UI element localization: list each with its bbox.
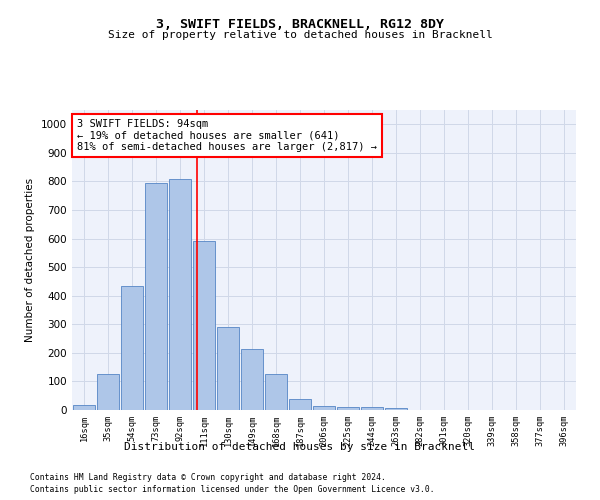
Bar	[313, 406, 335, 410]
Bar	[385, 408, 407, 410]
Text: 3, SWIFT FIELDS, BRACKNELL, RG12 8DY: 3, SWIFT FIELDS, BRACKNELL, RG12 8DY	[156, 18, 444, 30]
Bar	[145, 183, 167, 410]
Y-axis label: Number of detached properties: Number of detached properties	[25, 178, 35, 342]
Bar	[193, 242, 215, 410]
Bar	[337, 407, 359, 410]
Text: Contains HM Land Registry data © Crown copyright and database right 2024.: Contains HM Land Registry data © Crown c…	[30, 472, 386, 482]
Bar	[169, 178, 191, 410]
Bar	[97, 374, 119, 410]
Text: Distribution of detached houses by size in Bracknell: Distribution of detached houses by size …	[125, 442, 476, 452]
Text: Size of property relative to detached houses in Bracknell: Size of property relative to detached ho…	[107, 30, 493, 40]
Bar	[361, 407, 383, 410]
Bar	[217, 327, 239, 410]
Text: 3 SWIFT FIELDS: 94sqm
← 19% of detached houses are smaller (641)
81% of semi-det: 3 SWIFT FIELDS: 94sqm ← 19% of detached …	[77, 119, 377, 152]
Bar	[265, 374, 287, 410]
Bar	[241, 350, 263, 410]
Text: Contains public sector information licensed under the Open Government Licence v3: Contains public sector information licen…	[30, 485, 434, 494]
Bar	[289, 398, 311, 410]
Bar	[73, 405, 95, 410]
Bar	[121, 286, 143, 410]
